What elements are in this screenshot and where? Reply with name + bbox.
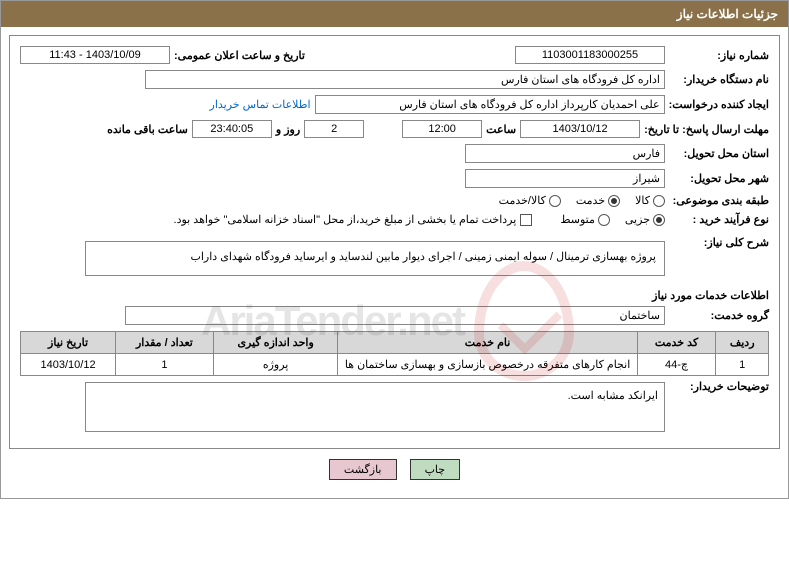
print-button[interactable]: چاپ: [410, 459, 461, 480]
buyer-value: اداره کل فرودگاه های استان فارس: [145, 70, 665, 89]
buyer-notes: ایرانکد مشابه است.: [85, 382, 665, 432]
remaining-label: ساعت باقی مانده: [107, 123, 188, 136]
radio-service[interactable]: خدمت: [576, 194, 620, 207]
page-title: جزئیات اطلاعات نیاز: [677, 7, 778, 21]
deadline-time: 12:00: [402, 120, 482, 138]
th-unit: واحد اندازه گیری: [213, 332, 338, 354]
province-value: فارس: [465, 144, 665, 163]
city-value: شیراز: [465, 169, 665, 188]
deadline-date: 1403/10/12: [520, 120, 640, 138]
back-button[interactable]: بازگشت: [329, 459, 397, 480]
need-no-label: شماره نیاز:: [669, 49, 769, 62]
services-info-title: اطلاعات خدمات مورد نیاز: [20, 289, 769, 302]
deadline-label: مهلت ارسال پاسخ: تا تاریخ:: [644, 123, 769, 136]
province-label: استان محل تحویل:: [669, 147, 769, 160]
radio-medium[interactable]: متوسط: [560, 213, 610, 226]
th-date: تاریخ نیاز: [21, 332, 116, 354]
contact-link[interactable]: اطلاعات تماس خریدار: [210, 98, 311, 111]
announce-label: تاریخ و ساعت اعلان عمومی:: [174, 49, 305, 62]
payment-note: پرداخت تمام یا بخشی از مبلغ خرید،از محل …: [174, 213, 517, 226]
radio-goods[interactable]: کالا: [635, 194, 665, 207]
th-row: ردیف: [716, 332, 769, 354]
requester-value: علی احمدیان کارپرداز اداره کل فرودگاه ها…: [315, 95, 665, 114]
need-no-value: 1103001183000255: [515, 46, 665, 64]
requester-label: ایجاد کننده درخواست:: [669, 98, 769, 111]
services-table: ردیف کد خدمت نام خدمت واحد اندازه گیری ت…: [20, 331, 769, 376]
service-group-label: گروه خدمت:: [669, 309, 769, 322]
days-value: 2: [304, 120, 364, 138]
time-label: ساعت: [486, 123, 516, 136]
th-qty: تعداد / مقدار: [116, 332, 214, 354]
days-and: روز و: [276, 123, 300, 136]
city-label: شهر محل تحویل:: [669, 172, 769, 185]
service-group-value: ساختمان: [125, 306, 665, 325]
payment-checkbox[interactable]: [520, 214, 532, 226]
radio-minor[interactable]: جزیی: [625, 213, 665, 226]
th-code: کد خدمت: [637, 332, 716, 354]
category-label: طبقه بندی موضوعی:: [669, 194, 769, 207]
purchase-type-label: نوع فرآیند خرید :: [669, 213, 769, 226]
remaining-time: 23:40:05: [192, 120, 272, 138]
buyer-notes-label: توضیحات خریدار:: [669, 380, 769, 393]
general-desc: پروژه بهسازی ترمینال / سوله ایمنی زمینی …: [85, 241, 665, 276]
radio-both[interactable]: کالا/خدمت: [499, 194, 561, 207]
general-desc-label: شرح کلی نیاز:: [669, 236, 769, 249]
th-name: نام خدمت: [338, 332, 637, 354]
announce-value: 1403/10/09 - 11:43: [20, 46, 170, 64]
buyer-label: نام دستگاه خریدار:: [669, 73, 769, 86]
page-header: جزئیات اطلاعات نیاز: [1, 1, 788, 27]
table-row: 1 چ-44 انجام کارهای متفرقه درخصوص بازساز…: [21, 354, 769, 376]
